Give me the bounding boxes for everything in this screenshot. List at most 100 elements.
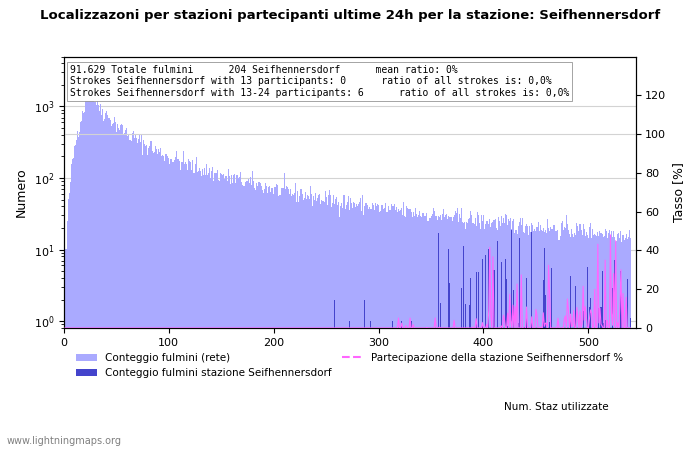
- Bar: [590, 223, 591, 450]
- Bar: [567, 225, 568, 450]
- Bar: [178, 161, 180, 450]
- Bar: [470, 278, 471, 450]
- Partecipazione della stazione Seifhennersdorf %: [402, 325, 411, 331]
- Bar: [542, 231, 543, 450]
- Bar: [487, 221, 488, 450]
- Bar: [596, 236, 597, 450]
- Y-axis label: Numero: Numero: [15, 167, 28, 217]
- Bar: [452, 221, 453, 450]
- Bar: [273, 194, 274, 450]
- Bar: [130, 141, 132, 450]
- Bar: [315, 194, 316, 450]
- Bar: [545, 295, 546, 450]
- Bar: [544, 232, 545, 450]
- Bar: [556, 231, 557, 450]
- Bar: [120, 125, 121, 450]
- Bar: [482, 221, 483, 450]
- Bar: [100, 104, 102, 450]
- Bar: [415, 208, 416, 450]
- Bar: [117, 124, 118, 450]
- Bar: [449, 283, 451, 450]
- Bar: [551, 229, 552, 450]
- Bar: [356, 204, 357, 450]
- Bar: [149, 145, 150, 450]
- Bar: [132, 131, 134, 450]
- Bar: [401, 208, 402, 450]
- Bar: [507, 325, 508, 450]
- Bar: [254, 189, 256, 450]
- Bar: [106, 112, 107, 450]
- Bar: [70, 182, 71, 450]
- Bar: [176, 159, 178, 450]
- Bar: [384, 208, 386, 450]
- Bar: [549, 322, 550, 450]
- Bar: [272, 188, 273, 450]
- Bar: [223, 174, 224, 450]
- Bar: [514, 363, 515, 450]
- Bar: [360, 198, 361, 450]
- Bar: [234, 174, 235, 450]
- Bar: [83, 113, 85, 450]
- Bar: [612, 237, 613, 450]
- Bar: [467, 223, 468, 450]
- Partecipazione della stazione Seifhennersdorf %: [626, 325, 635, 331]
- Bar: [528, 235, 529, 450]
- Bar: [349, 321, 350, 450]
- Bar: [197, 171, 199, 450]
- Bar: [506, 216, 507, 450]
- Bar: [584, 361, 586, 450]
- Bar: [551, 268, 552, 450]
- Bar: [313, 196, 314, 450]
- Bar: [390, 210, 391, 450]
- Bar: [283, 189, 284, 450]
- Bar: [302, 200, 304, 450]
- Bar: [417, 217, 418, 450]
- Bar: [617, 234, 618, 450]
- Bar: [503, 218, 504, 450]
- Bar: [544, 248, 545, 450]
- Bar: [568, 230, 569, 450]
- Text: www.lightningmaps.org: www.lightningmaps.org: [7, 436, 122, 446]
- Bar: [460, 218, 461, 450]
- Bar: [316, 201, 317, 450]
- Bar: [613, 350, 614, 450]
- Bar: [531, 232, 532, 450]
- Bar: [461, 288, 462, 450]
- Bar: [477, 215, 479, 450]
- Bar: [398, 209, 399, 450]
- Bar: [530, 232, 531, 450]
- Bar: [603, 235, 605, 450]
- Bar: [91, 93, 92, 450]
- Bar: [618, 233, 620, 450]
- Bar: [421, 217, 422, 450]
- Partecipazione della stazione Seifhennersdorf %: [491, 325, 499, 331]
- Bar: [437, 220, 438, 450]
- Bar: [190, 162, 191, 450]
- Bar: [607, 238, 608, 450]
- Bar: [162, 155, 163, 450]
- Bar: [185, 162, 186, 450]
- Bar: [88, 97, 89, 450]
- Bar: [513, 290, 514, 450]
- Bar: [252, 171, 253, 450]
- Bar: [512, 221, 513, 450]
- Bar: [451, 217, 452, 450]
- Bar: [416, 214, 417, 450]
- Bar: [243, 185, 244, 450]
- Bar: [290, 189, 291, 450]
- Bar: [165, 154, 166, 450]
- Bar: [144, 144, 145, 450]
- Bar: [574, 233, 575, 450]
- Bar: [329, 190, 330, 450]
- Bar: [355, 207, 356, 450]
- Bar: [210, 178, 211, 450]
- Bar: [434, 211, 435, 450]
- Bar: [353, 202, 354, 450]
- Bar: [292, 194, 293, 450]
- Bar: [458, 214, 460, 450]
- Bar: [232, 183, 233, 450]
- Bar: [595, 235, 596, 450]
- Bar: [491, 223, 492, 450]
- Bar: [628, 237, 629, 450]
- Bar: [361, 211, 363, 450]
